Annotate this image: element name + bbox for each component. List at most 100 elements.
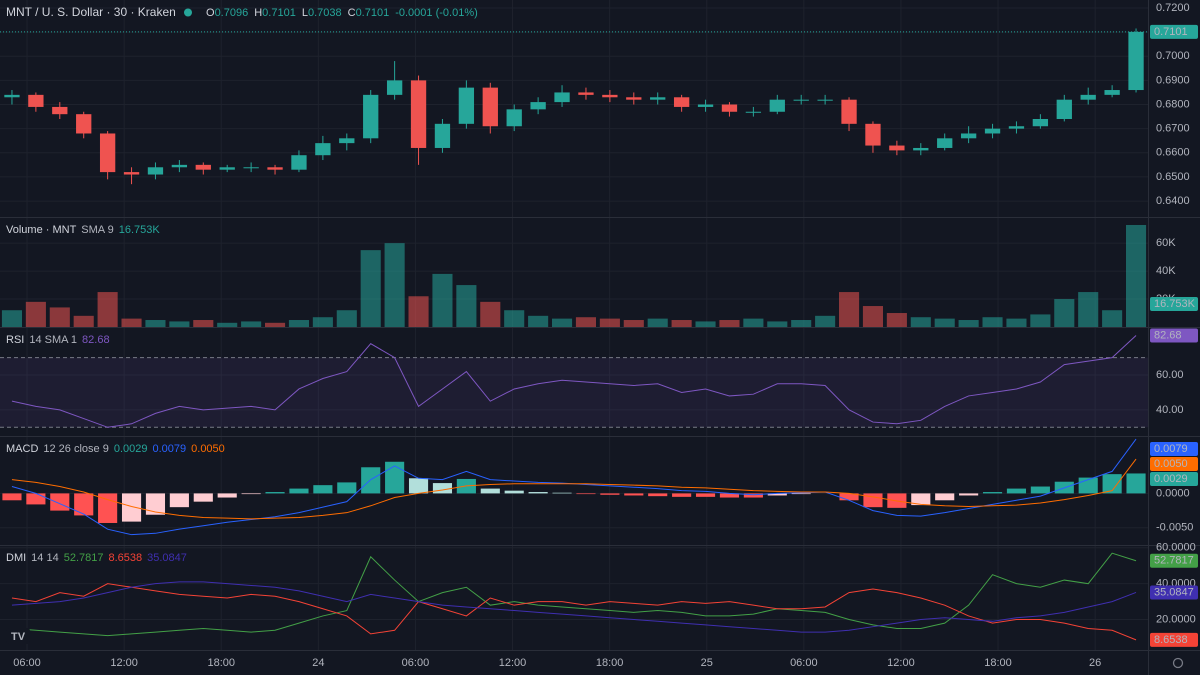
value-marker xyxy=(1150,297,1198,311)
market-status-dot[interactable] xyxy=(184,8,192,17)
volume-bar xyxy=(910,317,931,327)
macd-histogram-bar xyxy=(408,478,429,494)
volume-bar xyxy=(1,310,23,327)
candle-body xyxy=(363,94,379,139)
y-tick-label: 40K xyxy=(1156,265,1176,277)
y-tick-label: 40.00 xyxy=(1156,404,1184,416)
candle-body xyxy=(817,99,833,101)
macd-histogram-bar xyxy=(576,493,596,495)
candle-body xyxy=(769,99,785,112)
ohlc-legend: O0.7096 H0.7101 L0.7038 C0.7101 -0.0001 (-0.… xyxy=(206,7,478,19)
x-tick-label: 25 xyxy=(701,657,713,669)
y-tick-label: 0.6500 xyxy=(1156,171,1190,183)
volume-bar xyxy=(73,315,94,327)
volume-bar xyxy=(432,273,453,327)
candle-body xyxy=(1008,126,1025,129)
value-marker-label: 82.68 xyxy=(1154,329,1182,341)
ohlc-key: C xyxy=(348,7,356,19)
legend-value: 0.0050 xyxy=(191,443,225,455)
x-tick-label: 06:00 xyxy=(13,657,41,669)
y-tick-label: 0.7200 xyxy=(1156,2,1190,14)
volume-bar xyxy=(528,315,549,327)
ohlc-key: O xyxy=(206,7,215,19)
candle-body xyxy=(937,138,953,148)
value-marker-label: 35.0847 xyxy=(1154,586,1194,598)
macd-line xyxy=(11,458,1137,520)
macd-histogram-bar xyxy=(982,492,1003,494)
volume-bar xyxy=(193,320,214,327)
tradingview-logo[interactable]: TV xyxy=(6,628,30,644)
volume-bar xyxy=(982,317,1003,327)
volume-bar xyxy=(958,320,979,327)
pane-legend: MACD 12 26 close 9 0.0029 0.0079 0.0050 xyxy=(6,443,225,455)
candle-body xyxy=(410,80,427,148)
volume-bar xyxy=(695,321,716,327)
value-marker-label: 0.7101 xyxy=(1154,26,1188,38)
macd-histogram-bar xyxy=(289,488,309,494)
candle-body xyxy=(865,123,881,146)
candle-body xyxy=(506,109,522,127)
candle-body xyxy=(482,87,498,127)
candle-body xyxy=(841,99,857,124)
macd-histogram-bar xyxy=(719,493,740,498)
volume-bar xyxy=(575,317,597,327)
volume-bar xyxy=(169,321,190,327)
macd-histogram-bar xyxy=(50,493,70,511)
labels: 06:00 12:00 18:00 24 06:00 12:00 18:00 25 06:00 1… xyxy=(6,2,1198,669)
legend-name: RSI xyxy=(6,334,24,346)
volume-bar xyxy=(241,321,262,327)
candle-body xyxy=(386,80,403,95)
macd-histogram-bar xyxy=(911,493,931,506)
value-marker xyxy=(1150,457,1198,471)
macd-histogram-bar xyxy=(193,493,213,502)
volume-bar xyxy=(647,318,668,327)
value-marker xyxy=(1150,24,1198,39)
volume-bar xyxy=(1006,318,1027,327)
macd-histogram-bar xyxy=(241,493,261,495)
candle-body xyxy=(76,114,92,134)
x-tick-label: 24 xyxy=(312,657,324,669)
volume-bar xyxy=(815,315,836,327)
macd-histogram-bar xyxy=(863,493,883,508)
ohlc-value: 0.7096 xyxy=(215,7,249,19)
x-tick-label: 18:00 xyxy=(984,657,1012,669)
value-marker xyxy=(1150,585,1198,600)
candle-body xyxy=(530,102,546,110)
candle-body xyxy=(697,104,714,107)
macd-histogram-bar xyxy=(839,493,859,501)
settings-icon[interactable] xyxy=(1172,657,1184,669)
volume-bar xyxy=(743,318,764,327)
volume-bar xyxy=(360,250,381,327)
candle-body xyxy=(984,128,1001,134)
volume-bar xyxy=(1102,310,1123,327)
candle-body xyxy=(123,172,140,175)
macd-histogram-bar xyxy=(432,483,453,494)
candle-body xyxy=(793,99,809,101)
volume-bar xyxy=(599,318,620,327)
candle-body xyxy=(554,92,570,103)
x-tick-label: 12:00 xyxy=(887,657,915,669)
volume-bar xyxy=(97,292,118,327)
macd-histogram-bar xyxy=(791,493,811,495)
candle-body xyxy=(650,97,666,100)
volume-bar xyxy=(551,318,573,327)
candle-body xyxy=(578,92,594,95)
candle-body xyxy=(889,145,905,151)
y-tick-label: 60K xyxy=(1156,237,1176,249)
macd-histogram-bar xyxy=(935,493,955,501)
candle-body xyxy=(602,94,618,98)
y-tick-label: 60.00 xyxy=(1156,369,1184,381)
volume-bar xyxy=(121,318,142,327)
macd-histogram-bar xyxy=(26,493,46,505)
volume-bar xyxy=(719,320,740,327)
volume-bar xyxy=(288,320,310,327)
legend-name: DMI xyxy=(6,552,26,564)
y-tick-label: -0.0050 xyxy=(1156,522,1193,534)
legend-value: 0.0029 xyxy=(114,443,148,455)
macd-histogram-bar xyxy=(1030,486,1050,494)
dmi-line xyxy=(11,583,1137,641)
value-marker-label: 0.0079 xyxy=(1154,443,1188,455)
